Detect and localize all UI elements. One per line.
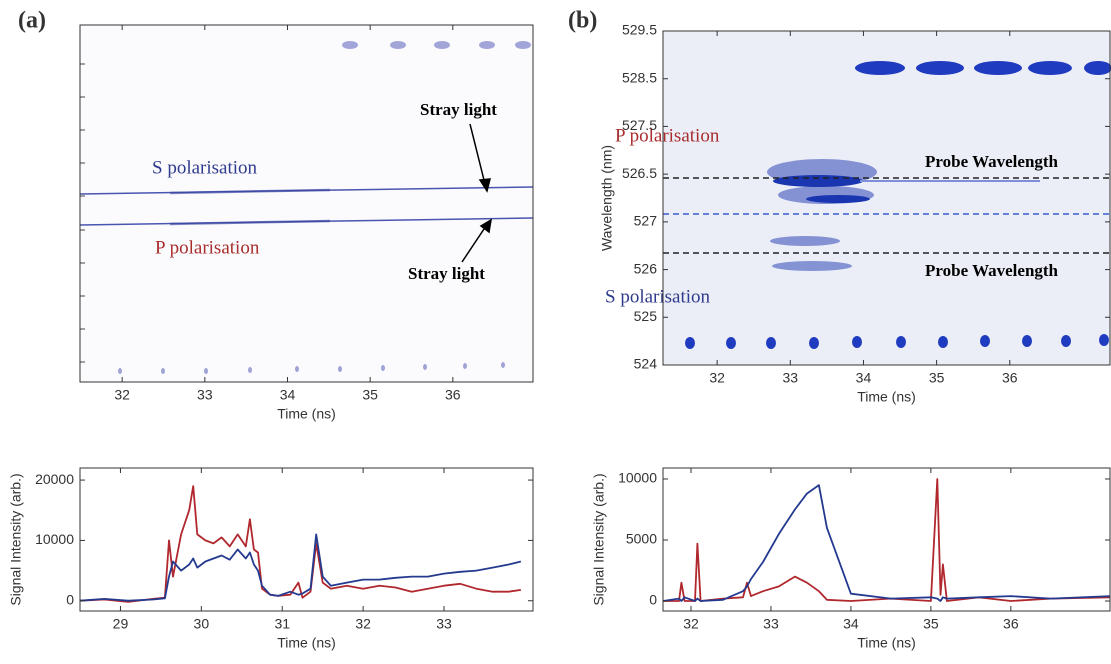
x-axis-label: Time (ns) <box>277 406 336 422</box>
y-axis-label: Wavelength (nm) <box>599 145 615 251</box>
annotation: Stray light <box>420 100 497 119</box>
annotation: Probe Wavelength <box>925 261 1059 280</box>
x-axis-label: Time (ns) <box>277 635 336 651</box>
y-tick-label: 20000 <box>35 471 74 487</box>
x-tick-label: 34 <box>280 387 296 403</box>
y-tick-label: 526 <box>634 260 658 276</box>
y-tick-label: 524 <box>634 356 658 372</box>
x-tick-label: 32 <box>114 387 130 403</box>
annotation: S polarisation <box>605 286 711 307</box>
y-tick-label: 526.5 <box>622 165 657 181</box>
y-axis-label: Signal Intensity (arb.) <box>8 473 24 605</box>
x-tick-label: 29 <box>113 616 129 632</box>
x-tick-label: 34 <box>843 616 859 632</box>
y-tick-label: 5000 <box>626 531 657 547</box>
x-axis-label: Time (ns) <box>857 635 916 651</box>
streak-image-b <box>663 31 1111 365</box>
x-tick-label: 35 <box>929 370 945 386</box>
y-tick-label: 10000 <box>35 531 74 547</box>
x-tick-label: 32 <box>709 370 725 386</box>
panel-label: (a) <box>18 8 46 34</box>
plot-frame <box>79 467 534 612</box>
y-tick-label: 0 <box>649 592 657 608</box>
x-tick-label: 36 <box>1003 616 1019 632</box>
x-tick-label: 33 <box>197 387 213 403</box>
x-tick-label: 33 <box>783 370 799 386</box>
y-tick-label: 527.5 <box>622 117 657 133</box>
y-tick-label: 0 <box>66 591 74 607</box>
x-tick-label: 36 <box>445 387 461 403</box>
plot-frame <box>662 30 1111 366</box>
x-tick-label: 34 <box>856 370 872 386</box>
streak-image-a <box>79 25 534 382</box>
plot-frame <box>79 24 534 383</box>
y-tick-label: 527 <box>634 213 658 229</box>
x-tick-label: 33 <box>436 616 452 632</box>
panel-label: (b) <box>568 8 597 34</box>
x-tick-label: 32 <box>683 616 699 632</box>
x-tick-label: 33 <box>763 616 779 632</box>
plot-frame <box>662 467 1111 612</box>
x-tick-label: 31 <box>274 616 290 632</box>
signal-line <box>663 478 1111 602</box>
x-axis-label: Time (ns) <box>857 389 916 405</box>
x-tick-label: 35 <box>923 616 939 632</box>
y-axis-label: Signal Intensity (arb.) <box>591 473 607 605</box>
signal-line <box>79 533 522 602</box>
x-tick-label: 36 <box>1002 370 1018 386</box>
annotation: Probe Wavelength <box>925 152 1059 171</box>
y-tick-label: 10000 <box>618 470 657 486</box>
annotation: S polarisation <box>152 157 258 178</box>
x-tick-label: 35 <box>362 387 378 403</box>
signal-line <box>662 484 1111 602</box>
x-tick-label: 30 <box>194 616 210 632</box>
y-tick-label: 525 <box>634 308 658 324</box>
annotation: P polarisation <box>155 237 260 258</box>
y-tick-label: 529.5 <box>622 22 657 38</box>
y-tick-label: 528.5 <box>622 69 657 85</box>
annotation: Stray light <box>408 264 485 283</box>
x-tick-label: 32 <box>355 616 371 632</box>
signal-line <box>79 485 522 603</box>
annotation: P polarisation <box>615 125 720 146</box>
